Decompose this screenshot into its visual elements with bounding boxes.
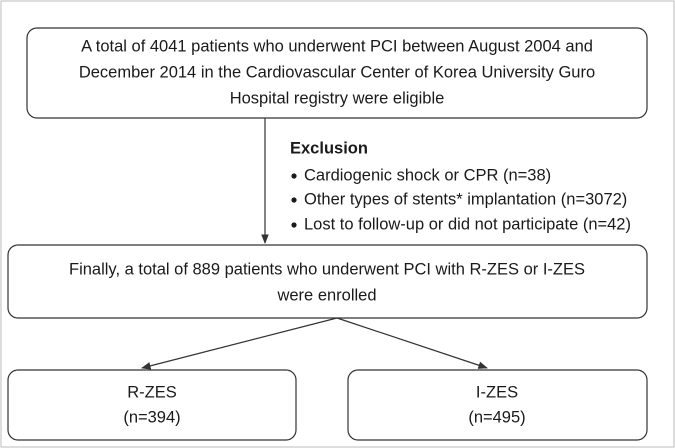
bullet bbox=[291, 222, 297, 228]
bullet bbox=[291, 197, 297, 203]
box-text: Finally, a total of 889 patients who und… bbox=[69, 260, 585, 278]
exclusion-item: Other types of stents* implantation (n=3… bbox=[304, 190, 627, 208]
box-text: Hospital registry were eligible bbox=[230, 89, 445, 107]
bullet bbox=[291, 173, 297, 179]
eligible-box bbox=[26, 27, 648, 119]
arrow bbox=[141, 317, 338, 370]
group-box bbox=[347, 369, 648, 441]
box-text: (n=495) bbox=[468, 408, 525, 426]
box-text: I-ZES bbox=[476, 383, 518, 401]
arrow bbox=[336, 317, 488, 369]
box-text: R-ZES bbox=[127, 383, 177, 401]
exclusion-item: Cardiogenic shock or CPR (n=38) bbox=[304, 166, 551, 184]
exclusion-item: Lost to follow-up or did not participate… bbox=[304, 215, 631, 233]
enrolled-box bbox=[7, 244, 648, 319]
group-box bbox=[7, 369, 297, 441]
exclusion-title: Exclusion bbox=[290, 139, 368, 157]
box-text: were enrolled bbox=[276, 286, 376, 304]
box-text: (n=394) bbox=[123, 408, 180, 426]
box-text: A total of 4041 patients who underwent P… bbox=[81, 37, 593, 55]
box-text: December 2014 in the Cardiovascular Cent… bbox=[79, 63, 595, 81]
